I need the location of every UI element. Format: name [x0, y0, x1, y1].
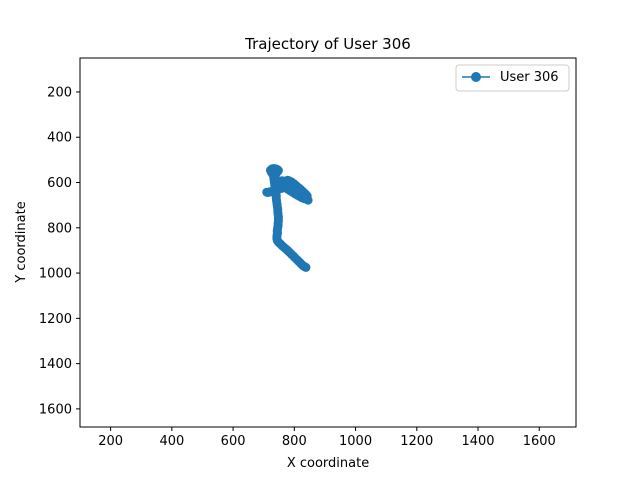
- y-axis-label: Y coordinate: [14, 201, 29, 283]
- data-point: [303, 195, 313, 205]
- legend-label: User 306: [500, 70, 559, 85]
- y-tick-label: 1200: [39, 312, 72, 327]
- plot-frame: [79, 57, 577, 428]
- x-tick-label: 1000: [339, 434, 372, 449]
- y-tick-label: 1000: [39, 267, 72, 282]
- x-tick-label: 600: [221, 434, 246, 449]
- x-tick-label: 1400: [461, 434, 494, 449]
- y-axis-ticks: 200 400 600 800 1000 1200 1400 1600: [39, 85, 80, 417]
- x-tick-label: 400: [159, 434, 184, 449]
- legend: User 306: [455, 64, 570, 92]
- y-tick-label: 1600: [39, 402, 72, 417]
- x-tick-label: 1200: [400, 434, 433, 449]
- x-axis-ticks: 200 400 600 800 1000 1200 1400 1600: [98, 427, 556, 449]
- y-tick-label: 1400: [39, 357, 72, 372]
- y-tick-label: 800: [47, 221, 72, 236]
- x-tick-label: 200: [98, 434, 123, 449]
- x-tick-label: 800: [282, 434, 307, 449]
- x-tick-label: 1600: [523, 434, 556, 449]
- y-tick-label: 200: [47, 85, 72, 100]
- data-layer: [262, 163, 313, 272]
- y-tick-label: 600: [47, 176, 72, 191]
- chart-title: Trajectory of User 306: [244, 35, 411, 53]
- legend-marker-swatch: [471, 72, 481, 82]
- x-axis-label: X coordinate: [287, 456, 369, 471]
- plot-area: [80, 58, 576, 427]
- y-tick-label: 400: [47, 131, 72, 146]
- legend-box: [455, 64, 570, 92]
